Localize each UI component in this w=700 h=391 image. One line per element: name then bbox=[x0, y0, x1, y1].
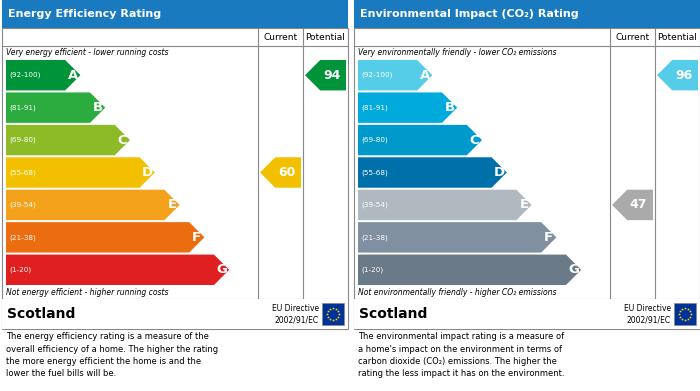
Bar bbox=[674, 303, 696, 325]
Text: (81-91): (81-91) bbox=[9, 104, 36, 111]
Text: Not energy efficient - higher running costs: Not energy efficient - higher running co… bbox=[6, 288, 169, 297]
Polygon shape bbox=[6, 255, 229, 285]
Text: F: F bbox=[544, 231, 554, 244]
Text: (69-80): (69-80) bbox=[361, 137, 388, 143]
Text: Environmental Impact (CO₂) Rating: Environmental Impact (CO₂) Rating bbox=[360, 9, 579, 19]
Text: (92-100): (92-100) bbox=[9, 72, 41, 79]
Bar bbox=[2, 299, 348, 329]
Polygon shape bbox=[260, 157, 301, 188]
Text: C: C bbox=[118, 134, 127, 147]
Text: (55-68): (55-68) bbox=[361, 169, 388, 176]
Polygon shape bbox=[358, 125, 482, 155]
Polygon shape bbox=[358, 60, 433, 90]
Text: Very environmentally friendly - lower CO₂ emissions: Very environmentally friendly - lower CO… bbox=[358, 48, 556, 57]
Text: E: E bbox=[167, 198, 176, 212]
Text: F: F bbox=[193, 231, 202, 244]
Text: G: G bbox=[568, 263, 579, 276]
Polygon shape bbox=[6, 92, 105, 123]
Polygon shape bbox=[6, 125, 130, 155]
Text: Very energy efficient - lower running costs: Very energy efficient - lower running co… bbox=[6, 48, 169, 57]
Text: C: C bbox=[470, 134, 480, 147]
Polygon shape bbox=[305, 60, 346, 90]
Polygon shape bbox=[6, 157, 155, 188]
Polygon shape bbox=[358, 157, 507, 188]
Text: D: D bbox=[141, 166, 153, 179]
Text: (39-54): (39-54) bbox=[9, 202, 36, 208]
Text: Scotland: Scotland bbox=[359, 307, 428, 321]
Polygon shape bbox=[612, 190, 653, 220]
Text: (39-54): (39-54) bbox=[361, 202, 388, 208]
Text: (92-100): (92-100) bbox=[361, 72, 393, 79]
Text: (69-80): (69-80) bbox=[9, 137, 36, 143]
Text: (21-38): (21-38) bbox=[9, 234, 36, 240]
Text: The environmental impact rating is a measure of
a home's impact on the environme: The environmental impact rating is a mea… bbox=[358, 332, 564, 378]
Polygon shape bbox=[358, 255, 581, 285]
Text: E: E bbox=[519, 198, 528, 212]
Bar bbox=[322, 303, 344, 325]
Text: EU Directive
2002/91/EC: EU Directive 2002/91/EC bbox=[272, 303, 319, 325]
Text: EU Directive
2002/91/EC: EU Directive 2002/91/EC bbox=[624, 303, 671, 325]
Bar bbox=[2, 28, 348, 329]
Text: Potential: Potential bbox=[657, 32, 697, 41]
Text: 94: 94 bbox=[323, 69, 340, 82]
Polygon shape bbox=[358, 190, 531, 220]
Text: A: A bbox=[420, 69, 430, 82]
Text: 96: 96 bbox=[675, 69, 692, 82]
Text: (1-20): (1-20) bbox=[9, 267, 31, 273]
Text: D: D bbox=[494, 166, 505, 179]
Text: 47: 47 bbox=[630, 198, 648, 212]
Bar bbox=[354, 0, 700, 28]
Text: 60: 60 bbox=[278, 166, 295, 179]
Text: Not environmentally friendly - higher CO₂ emissions: Not environmentally friendly - higher CO… bbox=[358, 288, 556, 297]
Text: A: A bbox=[68, 69, 78, 82]
Text: Potential: Potential bbox=[306, 32, 345, 41]
Text: Current: Current bbox=[615, 32, 650, 41]
Polygon shape bbox=[358, 92, 457, 123]
Text: (55-68): (55-68) bbox=[9, 169, 36, 176]
Text: The energy efficiency rating is a measure of the
overall efficiency of a home. T: The energy efficiency rating is a measur… bbox=[6, 332, 218, 378]
Polygon shape bbox=[657, 60, 698, 90]
Polygon shape bbox=[6, 190, 180, 220]
Polygon shape bbox=[6, 222, 204, 253]
Bar bbox=[354, 28, 700, 329]
Text: G: G bbox=[216, 263, 227, 276]
Text: (1-20): (1-20) bbox=[361, 267, 383, 273]
Text: Energy Efficiency Rating: Energy Efficiency Rating bbox=[8, 9, 161, 19]
Text: Scotland: Scotland bbox=[7, 307, 76, 321]
Bar bbox=[354, 299, 700, 329]
Text: B: B bbox=[444, 101, 455, 114]
Text: B: B bbox=[92, 101, 103, 114]
Text: (81-91): (81-91) bbox=[361, 104, 388, 111]
Text: (21-38): (21-38) bbox=[361, 234, 388, 240]
Text: Current: Current bbox=[263, 32, 298, 41]
Polygon shape bbox=[6, 60, 80, 90]
Polygon shape bbox=[358, 222, 556, 253]
Bar bbox=[2, 0, 348, 28]
